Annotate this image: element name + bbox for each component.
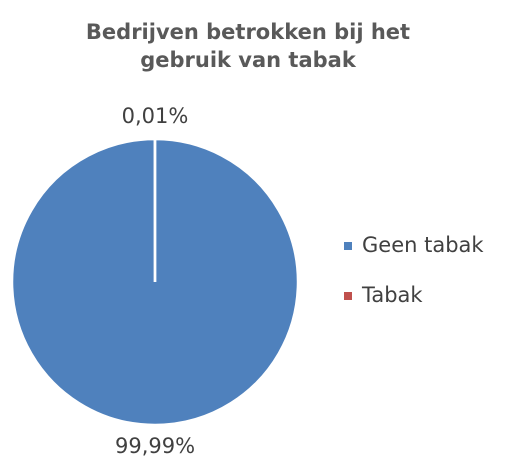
chart-title: Bedrijven betrokken bij het gebruik van …	[85, 20, 411, 72]
legend-label: Tabak	[361, 283, 423, 307]
legend-label: Geen tabak	[362, 233, 484, 257]
legend-marker	[344, 292, 352, 300]
data-label: 0,01%	[122, 104, 189, 128]
data-label: 99,99%	[115, 434, 195, 456]
legend-marker	[344, 242, 352, 250]
